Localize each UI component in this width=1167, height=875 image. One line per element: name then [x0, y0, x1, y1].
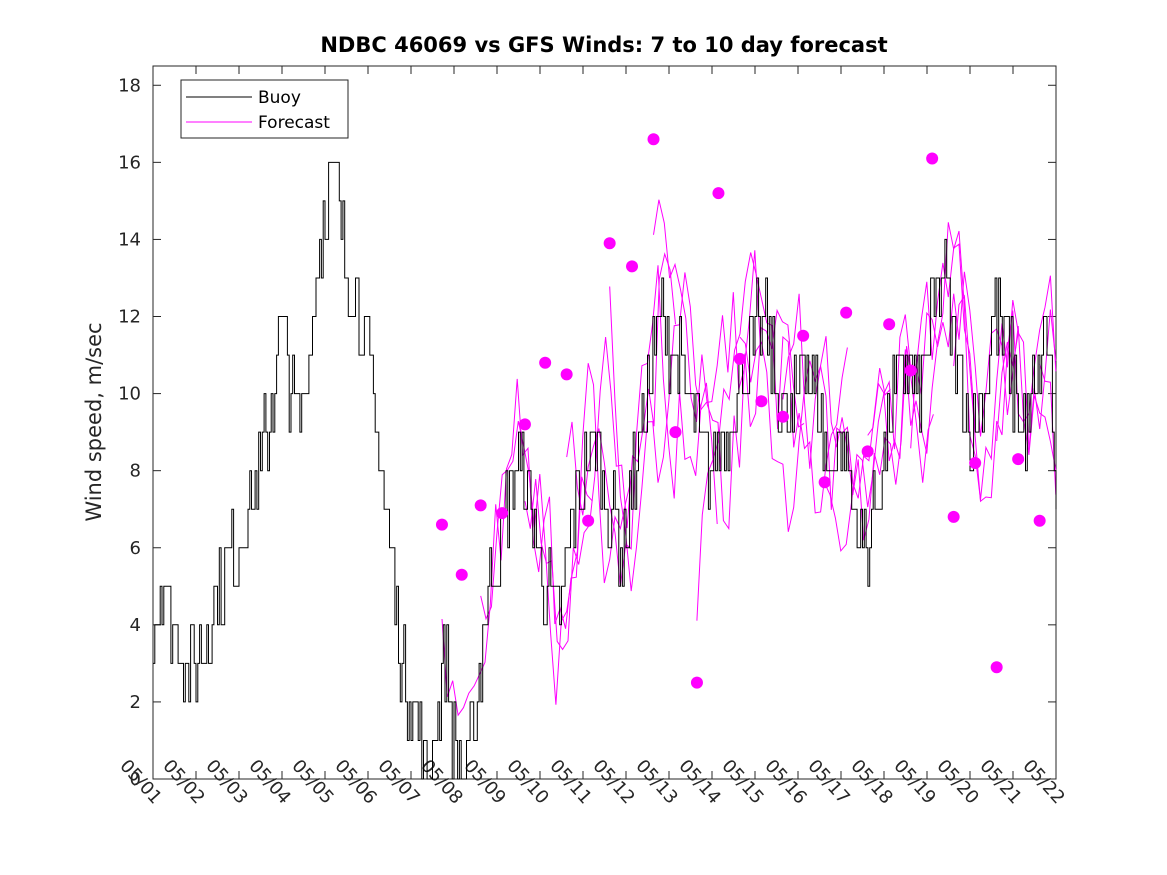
forecast-marker — [496, 507, 509, 520]
forecast-marker — [1012, 453, 1025, 466]
forecast-marker — [690, 676, 703, 689]
forecast-marker — [776, 410, 789, 423]
y-tick-label: 10 — [118, 384, 141, 405]
y-tick-label: 4 — [130, 615, 141, 636]
forecast-marker — [560, 368, 573, 381]
legend-box — [180, 79, 349, 139]
forecast-marker — [755, 395, 768, 408]
legend: Buoy Forecast — [180, 79, 349, 139]
chart-title: NDBC 46069 vs GFS Winds: 7 to 10 day for… — [320, 33, 887, 57]
forecast-marker — [647, 133, 660, 146]
forecast-marker — [626, 260, 639, 273]
plot-area — [152, 65, 1057, 780]
forecast-marker — [947, 510, 960, 523]
forecast-marker — [818, 476, 831, 489]
forecast-marker — [435, 518, 448, 531]
forecast-line — [653, 199, 805, 531]
forecast-marker — [840, 306, 853, 319]
forecast-markers — [435, 133, 1046, 689]
forecast-line — [524, 252, 676, 651]
y-tick-label: 6 — [130, 538, 141, 559]
forecast-line — [609, 250, 761, 592]
y-axis-label: Wind speed, m/sec — [82, 322, 106, 521]
forecast-marker — [861, 445, 874, 458]
y-tick-label: 12 — [118, 307, 141, 328]
y-tick-label: 14 — [118, 229, 141, 250]
legend-label-buoy: Buoy — [258, 88, 301, 108]
y-tick-label: 8 — [130, 461, 141, 482]
buoy-line — [153, 161, 1057, 780]
forecast-marker — [603, 237, 616, 250]
forecast-line — [782, 293, 934, 541]
forecast-line — [867, 222, 1019, 500]
y-tick-label: 18 — [118, 75, 141, 96]
forecast-marker — [797, 329, 810, 342]
forecast-marker — [969, 456, 982, 469]
buoy-line-group — [153, 161, 1057, 780]
legend-label-forecast: Forecast — [258, 113, 330, 133]
forecast-marker — [990, 661, 1003, 674]
forecast-lines — [441, 199, 1057, 717]
forecast-marker — [518, 418, 531, 431]
forecast-marker — [582, 514, 595, 527]
forecast-line — [441, 378, 593, 717]
forecast-marker — [883, 318, 896, 331]
forecast-marker — [904, 364, 917, 377]
forecast-marker — [539, 356, 552, 369]
forecast-line — [910, 271, 1057, 471]
forecast-line — [696, 252, 848, 621]
forecast-line — [996, 309, 1057, 451]
forecast-line — [953, 275, 1057, 503]
forecast-line — [739, 336, 891, 532]
forecast-marker — [474, 499, 487, 512]
forecast-marker — [1033, 514, 1046, 527]
y-tick-label: 0 — [130, 769, 141, 790]
forecast-line — [566, 265, 718, 586]
forecast-line — [1039, 363, 1057, 495]
forecast-marker — [733, 352, 746, 365]
y-tick-label: 16 — [118, 152, 141, 173]
y-axis-ticks: 0 2 4 6 8 10 12 14 16 18 — [118, 75, 1056, 790]
forecast-marker — [455, 568, 468, 581]
forecast-marker — [669, 426, 682, 439]
forecast-marker — [926, 152, 939, 165]
forecast-marker — [712, 187, 725, 200]
y-tick-label: 2 — [130, 692, 141, 713]
